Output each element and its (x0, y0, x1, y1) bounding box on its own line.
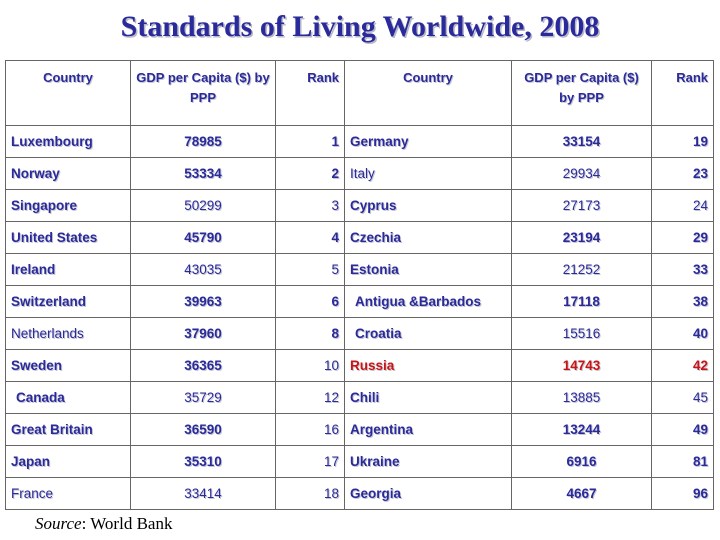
table-row: Ireland 43035 5 Estonia 21252 33 (5, 253, 714, 286)
table-row: France 33414 18 Georgia 4667 96 (5, 477, 714, 510)
header-rank-1: Rank (275, 60, 345, 126)
country-cell: Chili (344, 381, 512, 414)
country-cell: Norway (5, 157, 131, 190)
rank-cell: 40 (651, 317, 714, 350)
rank-cell: 1 (275, 125, 345, 158)
gdp-cell: 23194 (511, 221, 652, 254)
country-cell: Estonia (344, 253, 512, 286)
header-country-1: Country (5, 60, 131, 126)
rank-cell: 33 (651, 253, 714, 286)
country-cell: Italy (344, 157, 512, 190)
rank-cell: 6 (275, 285, 345, 318)
gdp-cell: 21252 (511, 253, 652, 286)
table-row: Sweden 36365 10 Russia 14743 42 (5, 349, 714, 382)
table-row: Japan 35310 17 Ukraine 6916 81 (5, 445, 714, 478)
rank-cell: 45 (651, 381, 714, 414)
table-header-row: Country GDP per Capita ($) by PPP Rank C… (5, 60, 714, 126)
gdp-cell: 15516 (511, 317, 652, 350)
gdp-cell: 33154 (511, 125, 652, 158)
gdp-cell: 78985 (130, 125, 276, 158)
table-row: Great Britain 36590 16 Argentina 13244 4… (5, 413, 714, 446)
country-cell: Singapore (5, 189, 131, 222)
gdp-cell: 36365 (130, 349, 276, 382)
gdp-cell: 33414 (130, 477, 276, 510)
country-cell: United States (5, 221, 131, 254)
standards-of-living-table: Country GDP per Capita ($) by PPP Rank C… (5, 60, 714, 510)
table-row: Netherlands 37960 8 Croatia 15516 40 (5, 317, 714, 350)
gdp-cell: 13244 (511, 413, 652, 446)
rank-cell: 3 (275, 189, 345, 222)
gdp-cell: 39963 (130, 285, 276, 318)
gdp-cell: 36590 (130, 413, 276, 446)
rank-cell: 38 (651, 285, 714, 318)
table-row: Switzerland 39963 6 Antigua &Barbados 17… (5, 285, 714, 318)
table-row: Norway 53334 2 Italy 29934 23 (5, 157, 714, 190)
rank-cell: 24 (651, 189, 714, 222)
gdp-cell: 29934 (511, 157, 652, 190)
country-cell: France (5, 477, 131, 510)
country-cell: Sweden (5, 349, 131, 382)
rank-cell: 19 (651, 125, 714, 158)
gdp-cell: 35310 (130, 445, 276, 478)
rank-cell: 12 (275, 381, 345, 414)
rank-cell: 17 (275, 445, 345, 478)
table-row: United States 45790 4 Czechia 23194 29 (5, 221, 714, 254)
header-gdp-1: GDP per Capita ($) by PPP (130, 60, 276, 126)
header-country-2: Country (344, 60, 512, 126)
gdp-cell: 6916 (511, 445, 652, 478)
country-cell: Czechia (344, 221, 512, 254)
gdp-cell: 45790 (130, 221, 276, 254)
gdp-cell: 50299 (130, 189, 276, 222)
rank-cell: 81 (651, 445, 714, 478)
source-note: Source: World Bank (35, 514, 172, 534)
country-cell: Netherlands (5, 317, 131, 350)
country-cell: Antigua &Barbados (344, 285, 512, 318)
gdp-cell: 43035 (130, 253, 276, 286)
rank-cell: 29 (651, 221, 714, 254)
gdp-cell: 35729 (130, 381, 276, 414)
table-row: Canada 35729 12 Chili 13885 45 (5, 381, 714, 414)
gdp-cell: 37960 (130, 317, 276, 350)
country-cell: Cyprus (344, 189, 512, 222)
rank-cell: 96 (651, 477, 714, 510)
gdp-cell-highlighted: 14743 (511, 349, 652, 382)
gdp-cell: 53334 (130, 157, 276, 190)
rank-cell: 4 (275, 221, 345, 254)
country-cell: Switzerland (5, 285, 131, 318)
country-cell: Argentina (344, 413, 512, 446)
gdp-cell: 17118 (511, 285, 652, 318)
country-cell: Ukraine (344, 445, 512, 478)
gdp-cell: 27173 (511, 189, 652, 222)
country-cell: Ireland (5, 253, 131, 286)
gdp-cell: 13885 (511, 381, 652, 414)
country-cell: Croatia (344, 317, 512, 350)
rank-cell: 18 (275, 477, 345, 510)
country-cell-highlighted: Russia (344, 349, 512, 382)
rank-cell: 16 (275, 413, 345, 446)
source-text: : World Bank (81, 514, 173, 533)
country-cell: Luxembourg (5, 125, 131, 158)
rank-cell: 8 (275, 317, 345, 350)
country-cell: Germany (344, 125, 512, 158)
country-cell: Georgia (344, 477, 512, 510)
rank-cell: 49 (651, 413, 714, 446)
rank-cell: 5 (275, 253, 345, 286)
table-row: Singapore 50299 3 Cyprus 27173 24 (5, 189, 714, 222)
table-row: Luxembourg 78985 1 Germany 33154 19 (5, 125, 714, 158)
rank-cell: 10 (275, 349, 345, 382)
gdp-cell: 4667 (511, 477, 652, 510)
country-cell: Great Britain (5, 413, 131, 446)
header-rank-2: Rank (651, 60, 714, 126)
page-title: Standards of Living Worldwide, 2008 (120, 10, 600, 43)
rank-cell: 23 (651, 157, 714, 190)
source-label: Source (35, 514, 82, 533)
country-cell: Japan (5, 445, 131, 478)
header-gdp-2: GDP per Capita ($) by PPP (511, 60, 652, 126)
country-cell: Canada (5, 381, 131, 414)
rank-cell: 2 (275, 157, 345, 190)
rank-cell-highlighted: 42 (651, 349, 714, 382)
